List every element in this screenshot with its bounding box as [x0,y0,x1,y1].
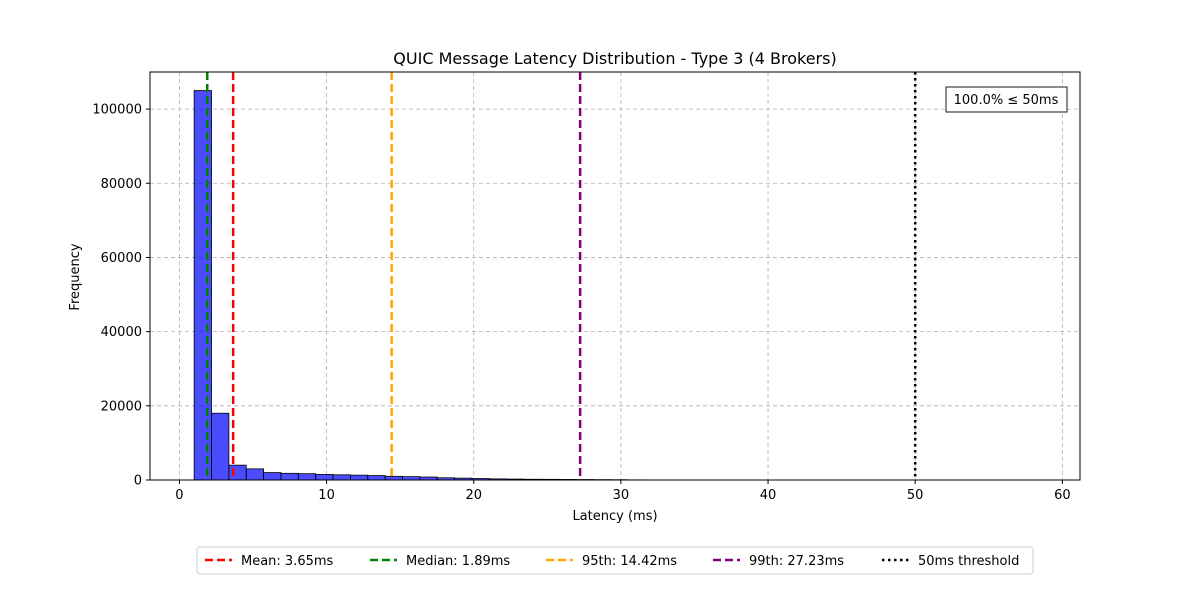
x-tick-label: 40 [760,488,777,503]
histogram-bar [211,412,230,481]
x-tick-label: 30 [613,488,630,503]
plot-frame [149,71,1081,481]
x-axis-ticks: 0 10 20 30 40 50 60 [175,480,1071,503]
histogram-bar [297,473,317,481]
histogram-bar [332,474,351,481]
annotation-text: 100.0% ≤ 50ms [954,93,1059,108]
legend-label: 95th: 14.42ms [582,554,677,569]
x-tick-label: 50 [907,488,924,503]
histogram-bar [263,472,282,481]
x-tick-label: 10 [318,488,335,503]
histogram-bar [384,475,403,481]
x-axis-label: Latency (ms) [572,509,657,524]
legend-label: Mean: 3.65ms [241,554,334,569]
histogram-bar [315,474,334,481]
histogram-bars [193,90,1046,481]
y-tick-label: 40000 [101,325,142,340]
legend: Mean: 3.65ms Median: 1.89ms 95th: 14.42ms 9… [196,546,1034,575]
grid [150,72,1080,481]
y-tick-label: 80000 [101,177,142,192]
legend-label: 99th: 27.23ms [749,554,844,569]
histogram-bar [193,90,212,481]
histogram-bar [228,464,247,481]
y-tick-label: 100000 [92,103,142,118]
legend-label: Median: 1.89ms [406,554,510,569]
y-axis-label: Frequency [68,243,83,310]
reference-lines [205,72,917,480]
y-tick-label: 0 [134,474,142,489]
histogram-bar [367,475,386,481]
histogram-bar [402,476,421,481]
y-tick-label: 60000 [101,251,142,266]
y-axis-ticks: 0 20000 40000 60000 80000 100000 [92,103,150,489]
annotation-box: 100.0% ≤ 50ms [945,86,1068,113]
chart-title: QUIC Message Latency Distribution - Type… [393,49,836,68]
histogram-bar [350,474,369,481]
x-tick-label: 60 [1054,488,1071,503]
x-tick-label: 20 [465,488,482,503]
histogram-bar [280,472,299,481]
legend-label: 50ms threshold [918,554,1019,569]
x-tick-label: 0 [175,488,183,503]
y-tick-label: 20000 [101,399,142,414]
histogram-bar [245,468,265,481]
